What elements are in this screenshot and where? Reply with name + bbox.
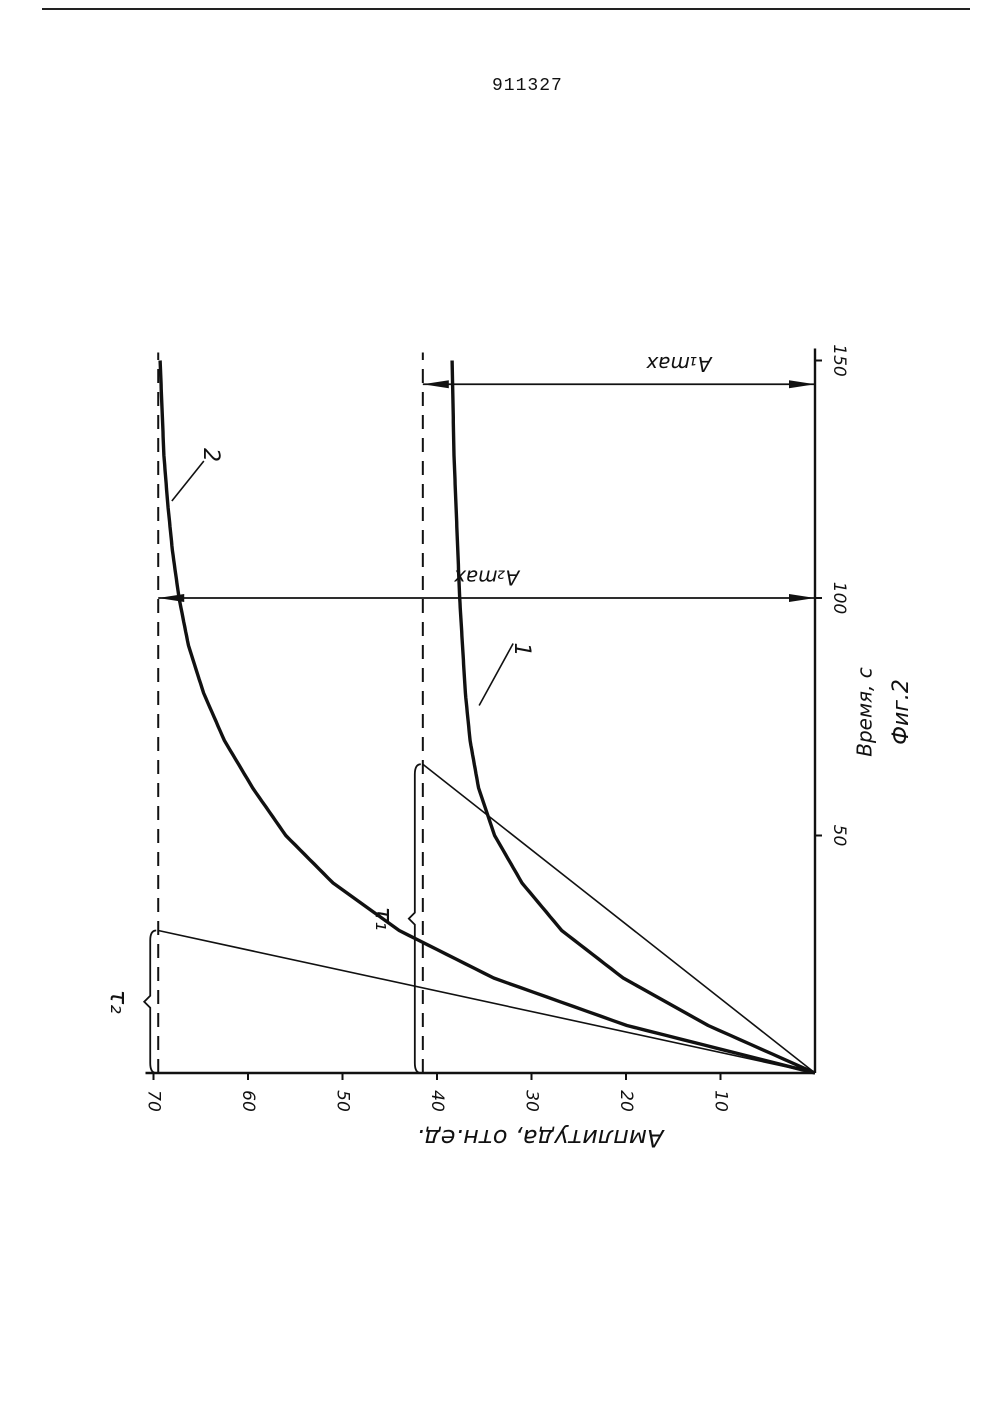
y-tick-label: 50 bbox=[333, 1090, 353, 1112]
series-label-1: 1 bbox=[509, 643, 534, 657]
max-arrow-end bbox=[789, 380, 815, 388]
tangent-2 bbox=[158, 931, 815, 1074]
max-label-2: A₂max bbox=[454, 566, 521, 590]
max-arrow-end bbox=[423, 380, 449, 388]
series-label-2: 2 bbox=[198, 448, 223, 462]
y-tick-label: 60 bbox=[238, 1090, 258, 1112]
y-tick-label: 30 bbox=[522, 1090, 542, 1112]
tau-brace-1 bbox=[409, 764, 421, 1073]
x-axis-label: Время, с bbox=[853, 667, 877, 757]
x-tick-label: 150 bbox=[829, 344, 849, 376]
leader-2 bbox=[172, 461, 204, 501]
max-label-1: A₁max bbox=[646, 352, 713, 376]
x-tick-label: 50 bbox=[829, 825, 849, 847]
y-tick-label: 70 bbox=[144, 1090, 164, 1112]
tau-label-1: τ₁ bbox=[370, 907, 398, 931]
tangent-1 bbox=[423, 764, 815, 1073]
leader-1 bbox=[479, 644, 513, 706]
y-tick-label: 40 bbox=[427, 1090, 447, 1112]
y-tick-label: 20 bbox=[616, 1090, 636, 1112]
max-arrow-end bbox=[789, 594, 815, 602]
tau-brace-2 bbox=[144, 931, 156, 1074]
curve-2 bbox=[160, 361, 815, 1074]
max-arrow-end bbox=[158, 594, 184, 602]
y-axis-label: Амплитуда, отн.ед. bbox=[417, 1124, 666, 1152]
tau-label-2: τ₂ bbox=[105, 990, 133, 1014]
curve-1 bbox=[452, 361, 815, 1074]
figure-caption: Фиг.2 bbox=[889, 679, 914, 745]
y-tick-label: 10 bbox=[711, 1090, 731, 1112]
x-tick-label: 100 bbox=[829, 582, 849, 614]
